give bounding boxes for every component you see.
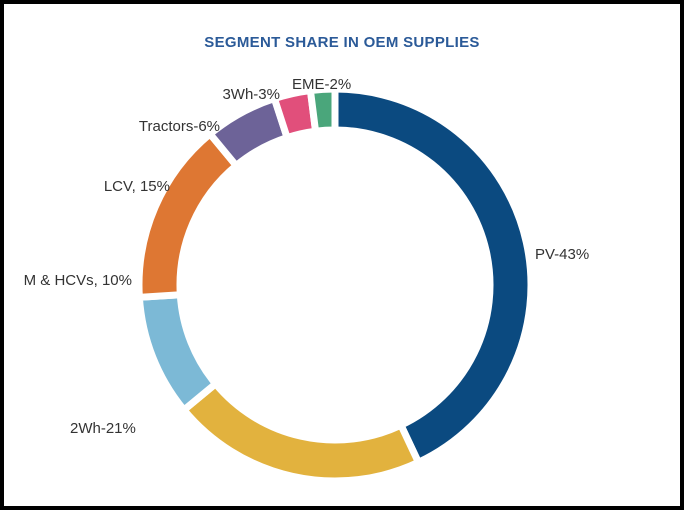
- donut-segment: [179, 378, 424, 485]
- donut-segment: [331, 85, 535, 468]
- data-label: Tractors-6%: [138, 118, 220, 135]
- donut-segment: [135, 291, 221, 415]
- data-label: 2Wh-21%: [70, 420, 136, 437]
- donut-segment: [306, 85, 339, 136]
- chart-title: SEGMENT SHARE IN OEM SUPPLIES: [204, 34, 480, 51]
- data-label: PV-43%: [535, 246, 590, 263]
- data-label: LCV, 15%: [103, 178, 170, 195]
- donut-segment: [135, 129, 242, 302]
- data-label: EME-2%: [292, 76, 352, 93]
- data-label: M & HCVs, 10%: [23, 272, 132, 289]
- data-label: 3Wh-3%: [222, 86, 280, 103]
